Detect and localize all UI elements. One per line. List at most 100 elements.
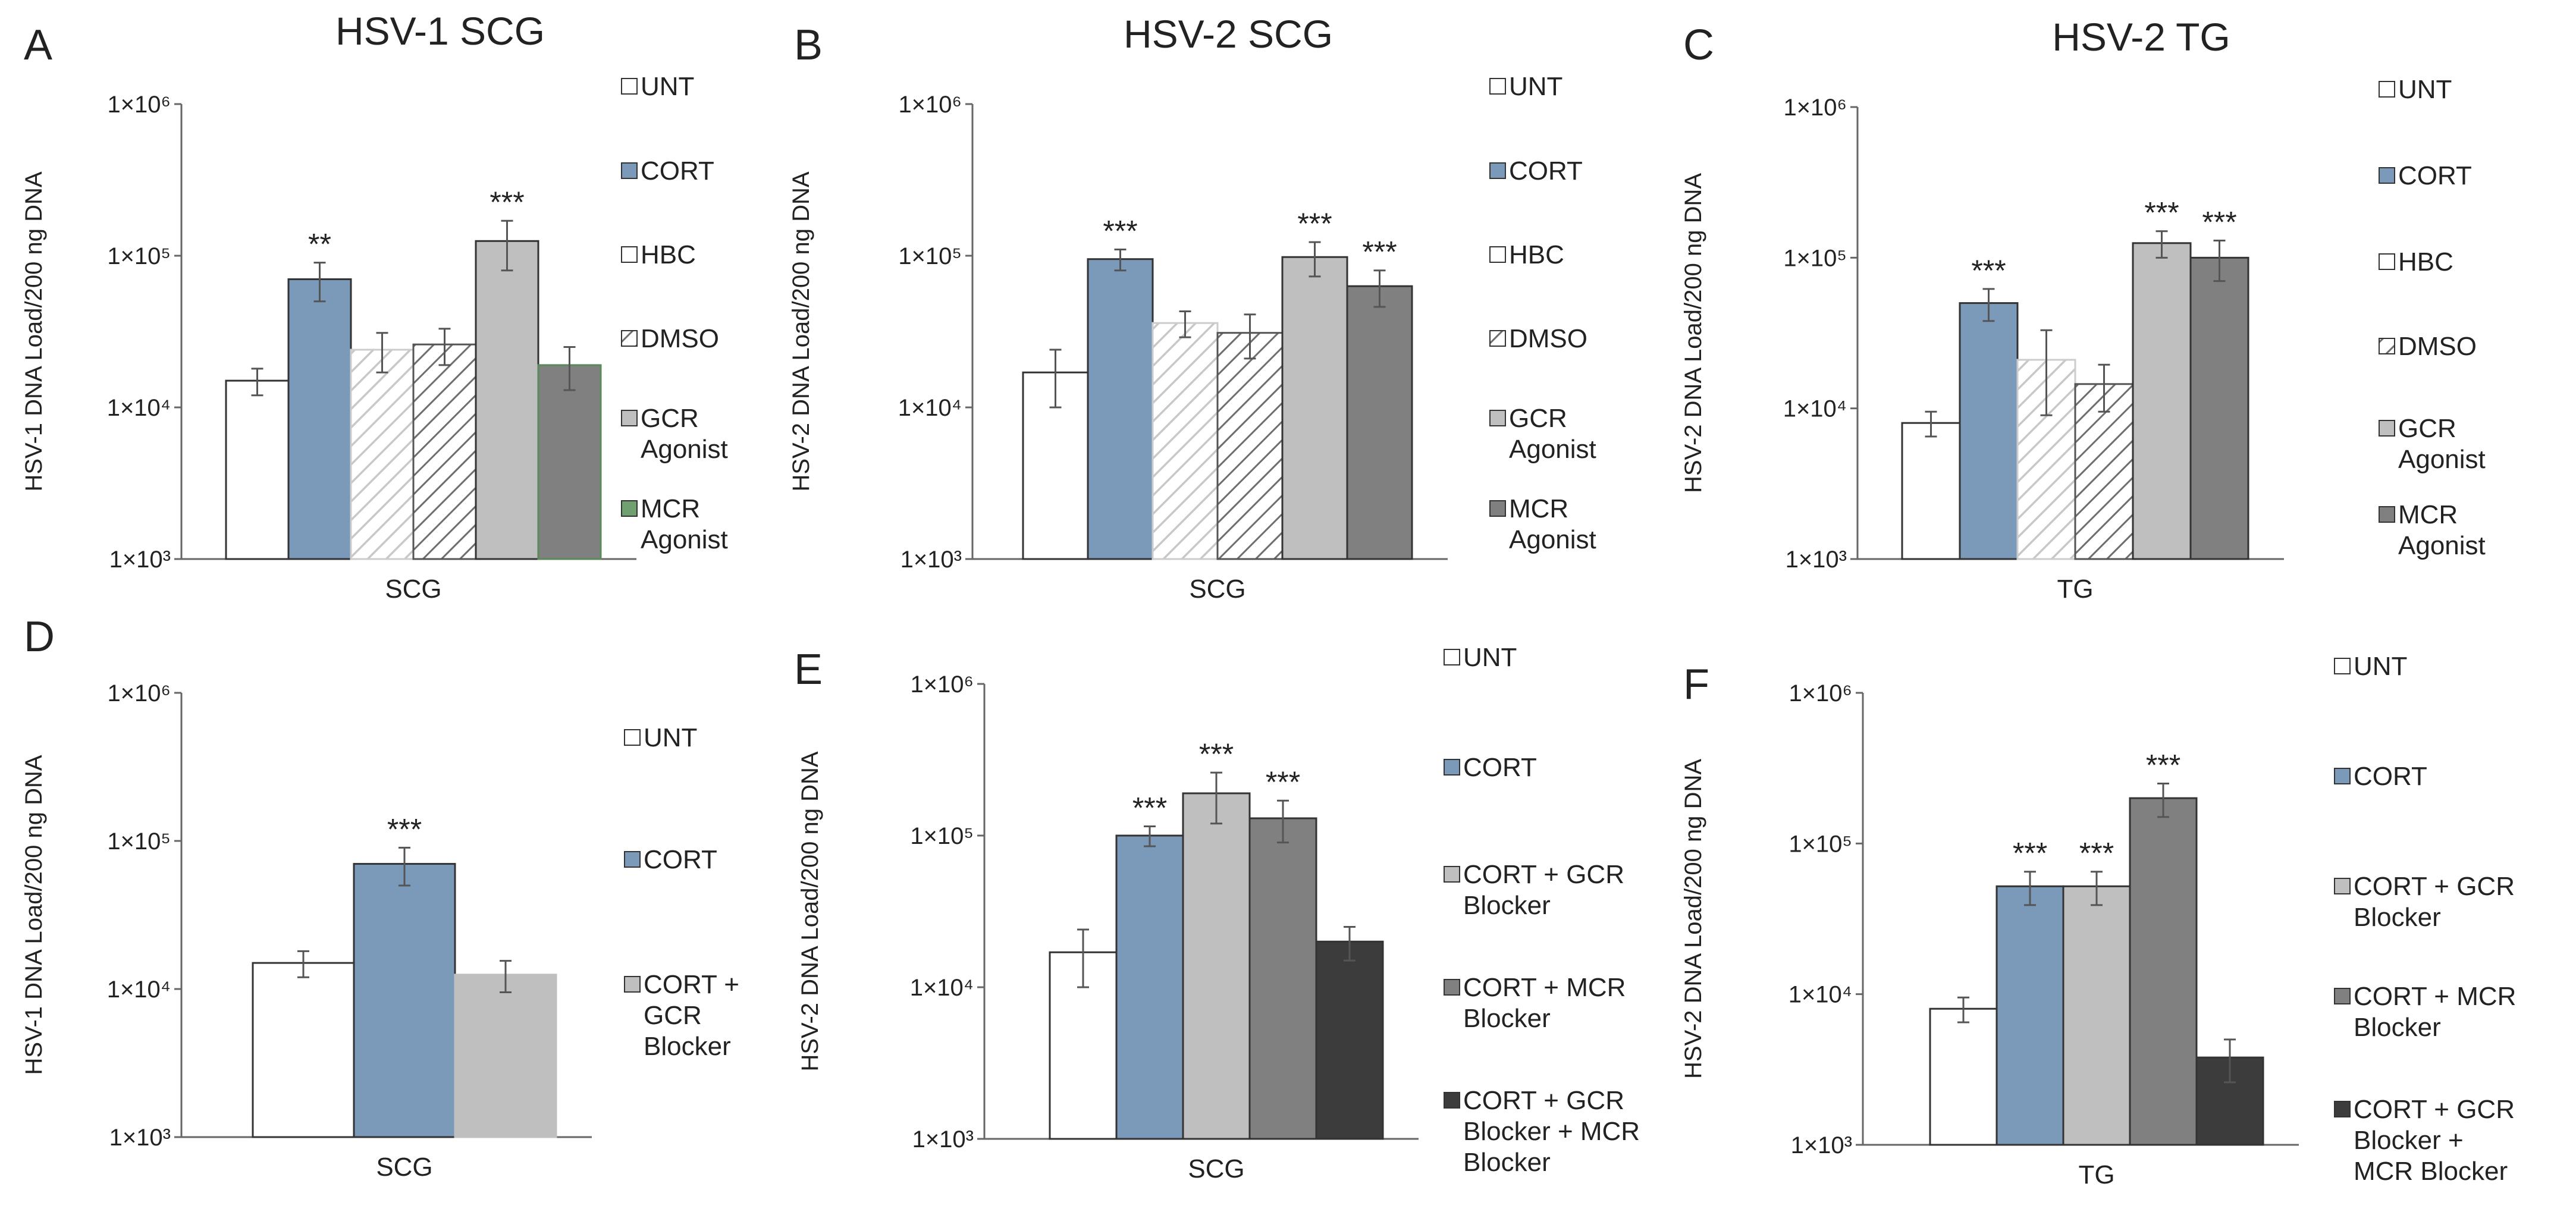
legend-label: Blocker: [644, 1032, 731, 1061]
legend-label: Agonist: [1509, 435, 1596, 464]
legend-label: Blocker: [1463, 891, 1551, 920]
bar: [2189, 256, 2249, 560]
y-tick-label: 1×10⁵: [1789, 831, 1852, 857]
significance-label: ***: [1103, 214, 1137, 247]
legend-label: Blocker: [1463, 1004, 1551, 1033]
y-tick-label: 1×10³: [900, 547, 962, 573]
y-tick-label: 1×10⁴: [107, 977, 171, 1003]
significance-label: ***: [2144, 196, 2179, 230]
significance-label: ***: [1132, 792, 1167, 825]
legend-label: Blocker: [1463, 1148, 1551, 1177]
y-axis-label: HSV-2 DNA Load/200 ng DNA: [1680, 173, 1706, 493]
significance-label: ***: [2079, 837, 2114, 870]
legend-label: CORT: [1509, 156, 1583, 186]
bar: [1248, 817, 1317, 1140]
bar: [2074, 383, 2134, 560]
bar: [1115, 834, 1184, 1140]
legend-label: GCR: [644, 1001, 702, 1030]
bar: [475, 240, 539, 560]
significance-label: **: [308, 228, 331, 261]
legend-swatch: [621, 246, 638, 263]
legend-label: CORT +: [644, 970, 739, 999]
panel-letter: B: [794, 21, 823, 69]
legend-label: UNT: [2354, 652, 2407, 681]
legend-swatch: [621, 410, 638, 426]
legend-label: UNT: [641, 72, 694, 101]
significance-label: ***: [1199, 737, 1234, 771]
y-tick-label: 1×10³: [1786, 547, 1847, 573]
bar: [1315, 940, 1384, 1140]
significance-label: ***: [387, 812, 422, 846]
legend-label: DMSO: [641, 324, 719, 353]
legend-swatch: [1444, 759, 1460, 776]
significance-label: ***: [1971, 254, 2006, 287]
bar: [2129, 797, 2198, 1146]
y-tick-label: 1×10⁶: [107, 92, 171, 118]
panel-letter: A: [24, 21, 52, 69]
y-tick-label: 1×10⁴: [910, 975, 974, 1001]
bar: [353, 863, 456, 1138]
legend-label: DMSO: [2398, 332, 2477, 361]
legend-label: Agonist: [1509, 525, 1596, 554]
bar: [1281, 256, 1348, 560]
bar: [2062, 885, 2131, 1146]
bar: [350, 349, 415, 560]
y-axis-label: HSV-2 DNA Load/200 ng DNA: [797, 751, 823, 1071]
legend-label: UNT: [644, 723, 697, 752]
bar: [1182, 792, 1251, 1140]
legend-label: Agonist: [641, 525, 728, 554]
legend-label: CORT + GCR: [2354, 1095, 2515, 1124]
legend-label: MCR: [1509, 494, 1568, 523]
legend-swatch: [1489, 246, 1506, 263]
legend-label: MCR: [2398, 500, 2458, 529]
bar: [454, 974, 557, 1138]
legend-swatch: [2379, 338, 2395, 354]
bar: [252, 962, 355, 1138]
legend-label: CORT + MCR: [2354, 982, 2516, 1011]
y-axis-label: HSV-2 DNA Load/200 ng DNA: [1680, 759, 1706, 1079]
bar: [1346, 285, 1413, 560]
panel-f: F HSV-2 DNA Load/200 ng DNA 1×10³ 1×10⁴ 1×10…: [1680, 652, 2516, 1189]
y-axis-label: HSV-1 DNA Load/200 ng DNA: [21, 755, 47, 1075]
y-tick-label: 1×10⁴: [1783, 396, 1847, 422]
y-tick-label: 1×10⁶: [1789, 680, 1852, 707]
x-axis-label: TG: [2057, 574, 2093, 604]
legend-label: HBC: [1509, 240, 1564, 269]
legend-label: CORT + MCR: [1463, 973, 1626, 1002]
panel-title: HSV-2 SCG: [1124, 12, 1333, 56]
bar: [287, 278, 352, 560]
legend-label: Blocker +: [2354, 1126, 2464, 1155]
x-axis-label: SCG: [385, 574, 441, 604]
y-tick-label: 1×10⁴: [898, 395, 962, 421]
legend-label: GCR: [641, 404, 699, 433]
legend-swatch: [1444, 649, 1460, 665]
legend-swatch: [2379, 167, 2395, 184]
legend-swatch: [624, 851, 641, 868]
y-tick-label: 1×10⁵: [107, 828, 171, 855]
legend-swatch: [2379, 420, 2395, 437]
y-tick-label: 1×10⁴: [1789, 982, 1852, 1008]
x-axis-label: SCG: [1188, 1154, 1244, 1183]
bar: [1901, 422, 1961, 560]
y-tick-label: 1×10³: [109, 1125, 171, 1151]
panel-d: D HSV-1 DNA Load/200 ng DNA 1×10³ 1×10⁴ 1×10…: [21, 613, 739, 1182]
legend-swatch: [624, 976, 641, 993]
legend-label: CORT + GCR: [2354, 872, 2515, 901]
legend-swatch: [2379, 81, 2395, 98]
legend-swatch: [1444, 866, 1460, 883]
significance-label: ***: [2202, 205, 2236, 238]
legend-label: DMSO: [1509, 324, 1587, 353]
y-tick-label: 1×10³: [912, 1126, 974, 1153]
legend-label: GCR: [1509, 404, 1567, 433]
y-tick-label: 1×10⁵: [107, 243, 171, 269]
legend-swatch: [621, 162, 638, 179]
bar: [2132, 242, 2192, 560]
y-axis-label: HSV-2 DNA Load/200 ng DNA: [788, 171, 814, 491]
legend-label: CORT + GCR: [1463, 860, 1624, 889]
y-tick-label: 1×10⁶: [107, 680, 171, 707]
panel-c: C HSV-2 TG HSV-2 DNA Load/200 ng DNA 1×10³ 1…: [1680, 15, 2486, 604]
legend-label: CORT: [1463, 753, 1537, 782]
y-tick-label: 1×10³: [109, 547, 171, 573]
legend-label: CORT: [644, 845, 717, 874]
legend-label: HBC: [641, 240, 696, 269]
